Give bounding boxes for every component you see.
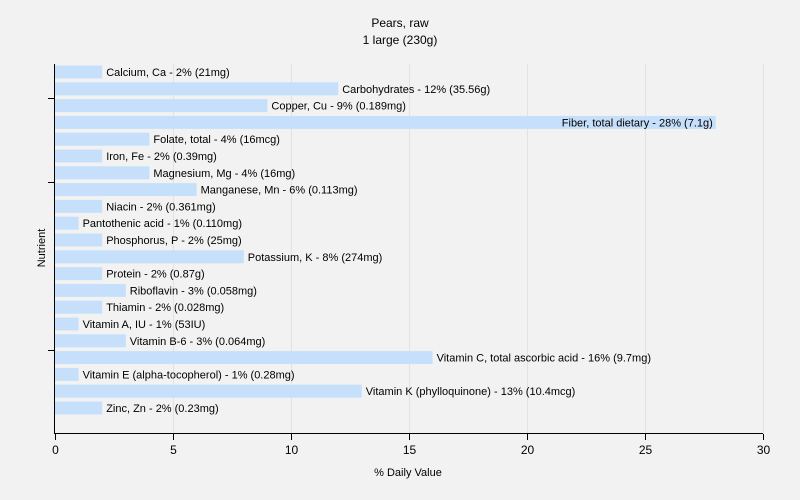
- bar: [55, 132, 150, 146]
- bar-label: Folate, total - 4% (16mcg): [153, 134, 280, 146]
- bar: [55, 401, 103, 415]
- x-tick-label: 15: [403, 443, 417, 457]
- bar: [55, 384, 362, 398]
- x-axis-ticks: 0 5 10 15 20 25 30: [52, 434, 770, 457]
- bar: [55, 99, 268, 113]
- bar-label: Vitamin E (alpha-tocopherol) - 1% (0.28m…: [83, 369, 295, 381]
- bar-label: Niacin - 2% (0.361mg): [106, 201, 215, 213]
- bar: [55, 183, 197, 197]
- bar: [55, 267, 103, 281]
- x-tick-label: 25: [639, 443, 653, 457]
- x-tick-label: 0: [52, 443, 59, 457]
- bar-label: Zinc, Zn - 2% (0.23mg): [106, 403, 218, 415]
- bar: [55, 283, 126, 297]
- bar: [55, 233, 103, 247]
- bar: [55, 367, 79, 381]
- bar-label: Pantothenic acid - 1% (0.110mg): [83, 218, 242, 230]
- bar: [55, 65, 103, 79]
- bar: [55, 199, 103, 213]
- bar: [55, 216, 79, 230]
- bar-label: Riboflavin - 3% (0.058mg): [130, 285, 257, 297]
- bar-label: Thiamin - 2% (0.028mg): [106, 302, 224, 314]
- x-tick-label: 20: [521, 443, 535, 457]
- bar: [55, 351, 433, 365]
- bar-label: Vitamin A, IU - 1% (53IU): [83, 319, 206, 331]
- bar-label: Iron, Fe - 2% (0.39mg): [106, 151, 217, 163]
- bar: [55, 334, 126, 348]
- bar: [55, 300, 103, 314]
- bar-label: Potassium, K - 8% (274mg): [248, 252, 382, 264]
- bar-label: Vitamin K (phylloquinone) - 13% (10.4mcg…: [366, 386, 576, 398]
- x-tick-label: 10: [285, 443, 299, 457]
- y-axis-label: Nutrient: [36, 229, 48, 268]
- bar: [55, 317, 79, 331]
- x-tick-label: 5: [170, 443, 177, 457]
- x-tick-label: 30: [757, 443, 771, 457]
- bar-label: Calcium, Ca - 2% (21mg): [106, 67, 229, 79]
- bar: [55, 149, 103, 163]
- bar-label: Phosphorus, P - 2% (25mg): [106, 235, 242, 247]
- bar-label: Magnesium, Mg - 4% (16mg): [153, 168, 295, 180]
- bar-label: Protein - 2% (0.87g): [106, 269, 204, 281]
- bar-label: Vitamin B-6 - 3% (0.064mg): [130, 336, 266, 348]
- chart-title: Pears, raw: [371, 16, 429, 30]
- bar: [55, 250, 244, 264]
- chart-subtitle: 1 large (230g): [363, 33, 438, 47]
- bar-label: Vitamin C, total ascorbic acid - 16% (9.…: [437, 353, 651, 365]
- bar: [55, 166, 150, 180]
- bars: Calcium, Ca - 2% (21mg) Carbohydrates - 1…: [55, 65, 716, 415]
- bar-label: Fiber, total dietary - 28% (7.1g): [562, 117, 713, 129]
- bar: [55, 82, 339, 96]
- x-axis-label: % Daily Value: [374, 467, 442, 479]
- bar-label: Manganese, Mn - 6% (0.113mg): [201, 185, 358, 197]
- bar-label: Copper, Cu - 9% (0.189mg): [271, 101, 406, 113]
- axes: [48, 64, 763, 434]
- bar-label: Carbohydrates - 12% (35.56g): [342, 84, 490, 96]
- bar: [55, 115, 716, 129]
